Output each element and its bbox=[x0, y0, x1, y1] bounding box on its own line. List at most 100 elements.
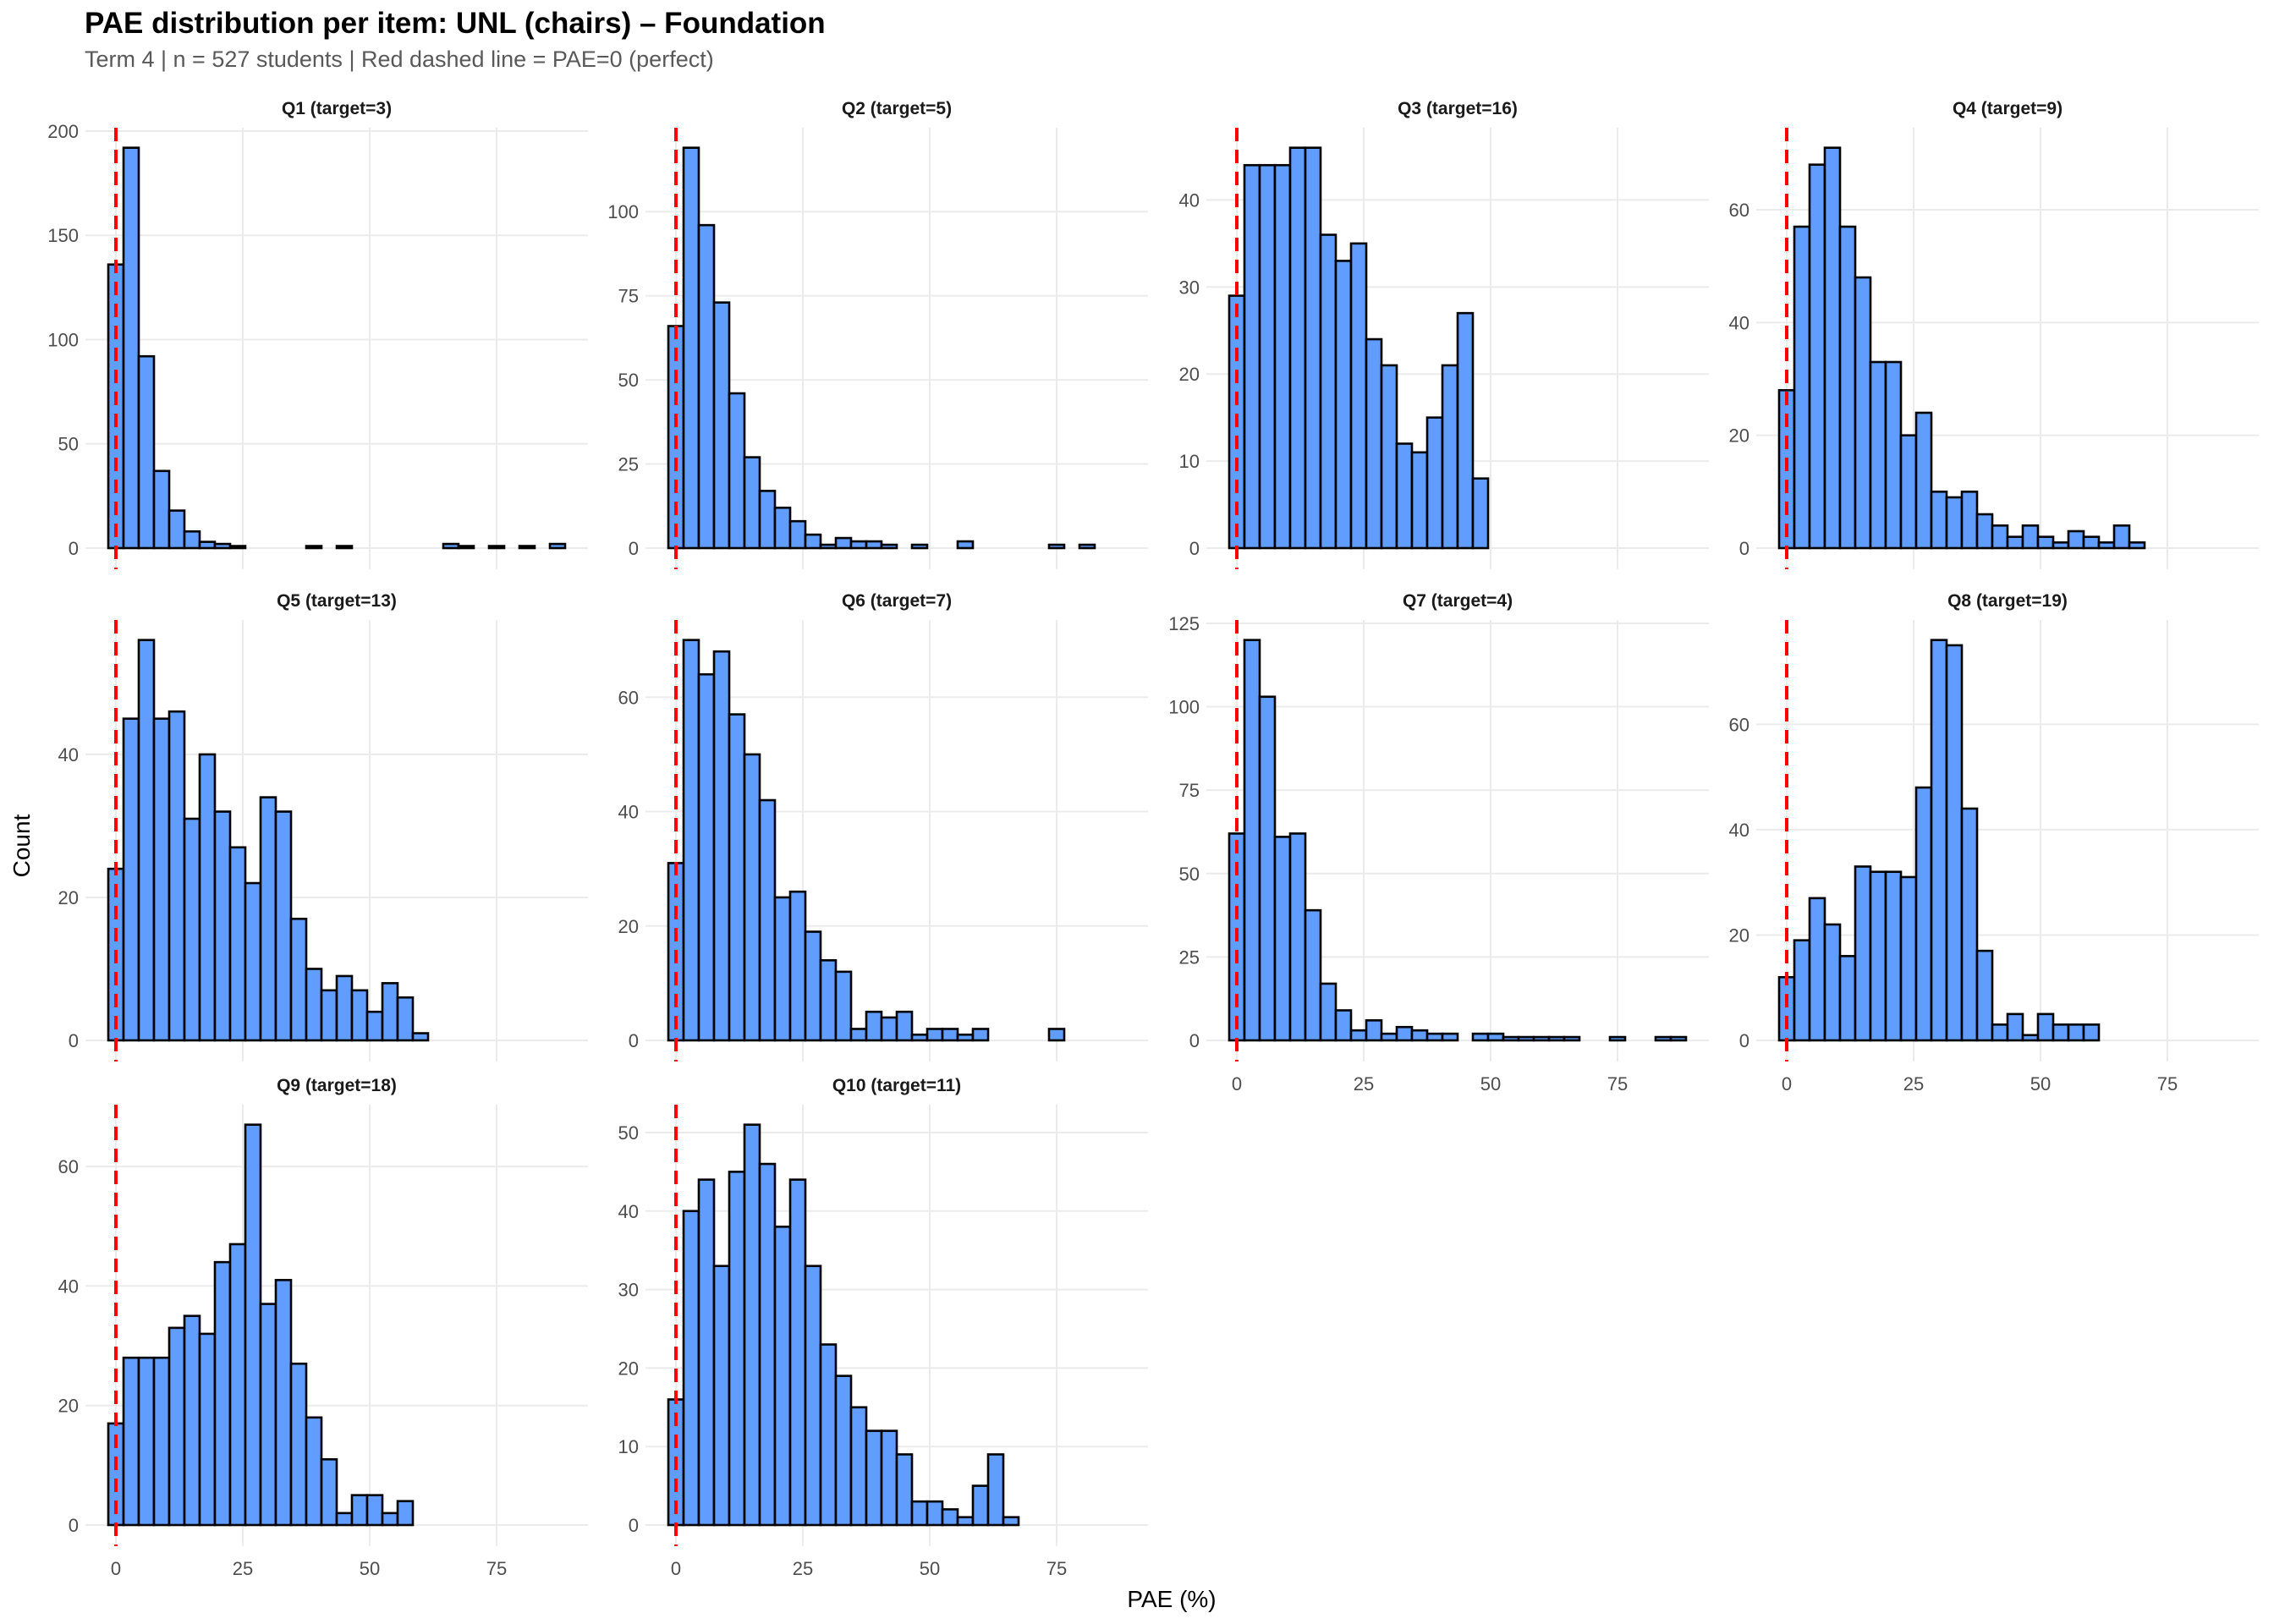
histogram-bar bbox=[487, 545, 506, 550]
histogram-bar bbox=[1532, 1035, 1551, 1042]
histogram-bar bbox=[305, 545, 323, 550]
facet-panel-9: 0 20 40 60 Q9 (target=18) 0 25 50 75 bbox=[58, 1076, 588, 1579]
histogram-bar bbox=[971, 1484, 990, 1527]
histogram-bar bbox=[1243, 163, 1261, 550]
histogram-bar bbox=[865, 540, 883, 550]
histogram-bar bbox=[773, 506, 792, 550]
histogram-bar bbox=[1838, 955, 1857, 1042]
histogram-bar bbox=[1258, 163, 1277, 550]
histogram-bar bbox=[788, 1178, 807, 1527]
histogram-bar bbox=[910, 1033, 929, 1042]
histogram-bar bbox=[1899, 434, 1918, 550]
y-tick-label: 25 bbox=[618, 454, 639, 475]
histogram-bar bbox=[1334, 260, 1353, 550]
histogram-bar bbox=[1884, 360, 1903, 550]
histogram-bar bbox=[1914, 411, 1933, 550]
y-tick-label: 50 bbox=[1179, 864, 1200, 885]
histogram-bar bbox=[1441, 1032, 1459, 1042]
histogram-bar bbox=[956, 540, 975, 550]
histogram-bar bbox=[1899, 875, 1918, 1042]
x-tick-label: 75 bbox=[2157, 1073, 2178, 1095]
histogram-bar bbox=[122, 146, 140, 550]
histogram-bar bbox=[1258, 695, 1277, 1042]
histogram-bar bbox=[2036, 535, 2055, 550]
histogram-bar bbox=[1869, 360, 1887, 550]
facet-panel-3: 0 10 20 30 40 Q3 (target=16) bbox=[1179, 99, 1709, 569]
histogram-bar bbox=[865, 1429, 883, 1527]
histogram-bar bbox=[1002, 1516, 1020, 1527]
histogram-bar bbox=[320, 989, 338, 1042]
histogram-bar bbox=[152, 469, 171, 550]
histogram-bar bbox=[773, 896, 792, 1042]
histogram-bar bbox=[198, 540, 217, 550]
histogram-bar bbox=[834, 1374, 853, 1527]
histogram-bar bbox=[849, 1028, 868, 1042]
histogram-bar bbox=[1410, 451, 1429, 550]
histogram-bar bbox=[834, 970, 853, 1042]
histogram-bar bbox=[137, 354, 156, 550]
histogram-bar bbox=[183, 529, 201, 550]
histogram-bar bbox=[518, 545, 536, 550]
histogram-bar bbox=[365, 1494, 384, 1527]
histogram-bar bbox=[183, 817, 201, 1042]
x-tick-label: 50 bbox=[2030, 1073, 2051, 1095]
histogram-bar bbox=[1808, 163, 1826, 550]
histogram-bar bbox=[259, 796, 277, 1042]
histogram-bar bbox=[1502, 1035, 1520, 1042]
histogram-bar bbox=[274, 1279, 293, 1527]
y-tick-label: 60 bbox=[618, 687, 639, 708]
histogram-bar bbox=[1945, 644, 1964, 1042]
y-tick-label: 200 bbox=[47, 121, 79, 142]
histogram-bar bbox=[335, 974, 354, 1042]
y-tick-label: 40 bbox=[618, 802, 639, 823]
histogram-bar bbox=[198, 753, 217, 1042]
histogram-bar bbox=[697, 223, 716, 550]
histogram-bar bbox=[1960, 491, 1979, 550]
y-tick-label: 0 bbox=[69, 538, 79, 559]
y-tick-label: 0 bbox=[1739, 1030, 1749, 1051]
histogram-bar bbox=[1991, 1023, 2009, 1042]
histogram-bar bbox=[183, 1314, 201, 1527]
y-tick-label: 40 bbox=[618, 1201, 639, 1222]
histogram-bar bbox=[880, 1429, 898, 1527]
x-tick-label: 50 bbox=[1480, 1073, 1501, 1095]
y-tick-label: 0 bbox=[69, 1030, 79, 1051]
histogram-bar bbox=[168, 509, 186, 550]
histogram-bar bbox=[1838, 225, 1857, 550]
y-tick-label: 125 bbox=[1168, 613, 1200, 634]
facet-strip-title: Q10 (target=11) bbox=[832, 1076, 961, 1095]
histogram-bar bbox=[926, 1028, 944, 1042]
histogram-bar bbox=[728, 713, 746, 1042]
histogram-bar bbox=[198, 1332, 217, 1527]
histogram-bar bbox=[457, 545, 475, 550]
histogram-bar bbox=[804, 533, 822, 550]
histogram-bar bbox=[1884, 870, 1903, 1042]
histogram-bar bbox=[2128, 541, 2146, 550]
histogram-bar bbox=[819, 543, 838, 550]
y-tick-label: 0 bbox=[1739, 538, 1749, 559]
histogram-bar bbox=[396, 1500, 415, 1527]
y-tick-label: 0 bbox=[69, 1515, 79, 1536]
histogram-bar bbox=[213, 1260, 232, 1527]
histogram-bar bbox=[289, 1362, 308, 1527]
histogram-bar bbox=[396, 996, 415, 1042]
histogram-bar bbox=[2082, 535, 2101, 550]
histogram-bar bbox=[168, 710, 186, 1042]
facet-strip-title: Q6 (target=7) bbox=[842, 591, 952, 611]
histogram-bar bbox=[2006, 1012, 2024, 1042]
histogram-bar bbox=[682, 639, 700, 1042]
histogram-bar bbox=[1425, 1032, 1444, 1042]
facet-panel-8: 0 20 40 60 Q8 (target=19) 0 25 50 75 bbox=[1729, 591, 2259, 1095]
facet-strip-title: Q1 (target=3) bbox=[282, 99, 392, 118]
histogram-bar bbox=[1288, 832, 1307, 1042]
histogram-bar bbox=[1471, 477, 1490, 550]
histogram-bar bbox=[152, 1356, 171, 1527]
histogram-bar bbox=[880, 1016, 898, 1042]
histogram-bar bbox=[728, 1171, 746, 1527]
histogram-bar bbox=[1854, 865, 1872, 1042]
y-tick-label: 20 bbox=[58, 1396, 79, 1417]
histogram-bar bbox=[381, 1512, 399, 1527]
histogram-bar bbox=[1334, 1009, 1353, 1042]
histogram-bar bbox=[2052, 1023, 2070, 1042]
histogram-bar bbox=[1669, 1035, 1688, 1042]
